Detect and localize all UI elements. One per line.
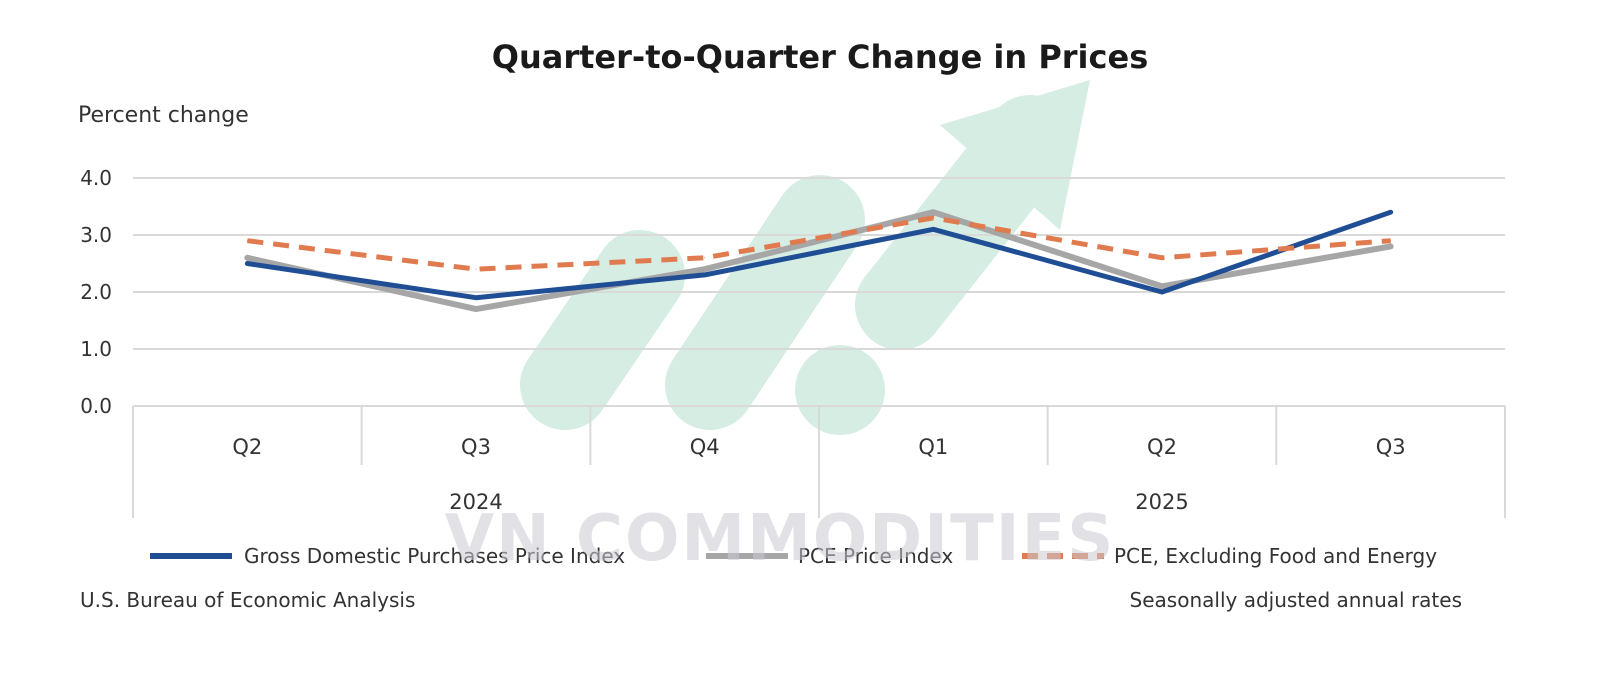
legend-label-gdp-purchases: Gross Domestic Purchases Price Index — [244, 544, 625, 568]
data-point — [932, 217, 934, 219]
year-label: 2025 — [1135, 490, 1188, 514]
rate-note: Seasonally adjusted annual rates — [1130, 588, 1462, 612]
data-point — [246, 257, 248, 259]
y-axis-label: Percent change — [78, 103, 249, 128]
category-axis: Q2 Q3 Q4 Q1 Q2 Q3 2024 2025 — [132, 406, 1506, 518]
data-point — [475, 268, 477, 270]
y-tick-label: 3.0 — [80, 223, 112, 247]
source-note: U.S. Bureau of Economic Analysis — [80, 588, 415, 612]
data-point — [1390, 211, 1392, 213]
watermark-arrow-icon — [520, 80, 1090, 435]
x-tick-label: Q1 — [918, 435, 948, 459]
data-point — [1161, 291, 1163, 293]
y-tick-label: 0.0 — [80, 394, 112, 418]
x-tick-label: Q2 — [232, 435, 262, 459]
legend: Gross Domestic Purchases Price Index PCE… — [150, 544, 1437, 568]
x-tick-label: Q4 — [690, 435, 720, 459]
x-tick-label: Q3 — [461, 435, 491, 459]
data-point — [932, 211, 934, 213]
watermark-text: VN COMMODITIES — [445, 502, 1116, 576]
legend-label-pce: PCE Price Index — [798, 544, 953, 568]
data-point — [1390, 245, 1392, 247]
y-tick-label: 1.0 — [80, 337, 112, 361]
y-tick-labels: 0.0 1.0 2.0 3.0 4.0 — [80, 166, 112, 418]
data-point — [475, 308, 477, 310]
data-point — [246, 240, 248, 242]
data-point — [1161, 257, 1163, 259]
x-tick-label: Q2 — [1147, 435, 1177, 459]
x-tick-label: Q3 — [1376, 435, 1406, 459]
data-point — [475, 297, 477, 299]
y-tick-label: 4.0 — [80, 166, 112, 190]
data-point — [1161, 285, 1163, 287]
chart-title: Quarter-to-Quarter Change in Prices — [492, 38, 1148, 76]
data-point — [704, 257, 706, 259]
data-point — [246, 263, 248, 264]
data-point — [704, 274, 706, 276]
data-point — [932, 228, 934, 230]
series-line — [247, 215, 1391, 272]
series-lines — [244, 209, 1394, 313]
data-point — [1390, 240, 1392, 242]
y-tick-label: 2.0 — [80, 280, 112, 304]
legend-label-pce-core: PCE, Excluding Food and Energy — [1114, 544, 1437, 568]
data-point — [704, 268, 706, 270]
series-line — [244, 209, 1394, 301]
year-label: 2024 — [449, 490, 502, 514]
